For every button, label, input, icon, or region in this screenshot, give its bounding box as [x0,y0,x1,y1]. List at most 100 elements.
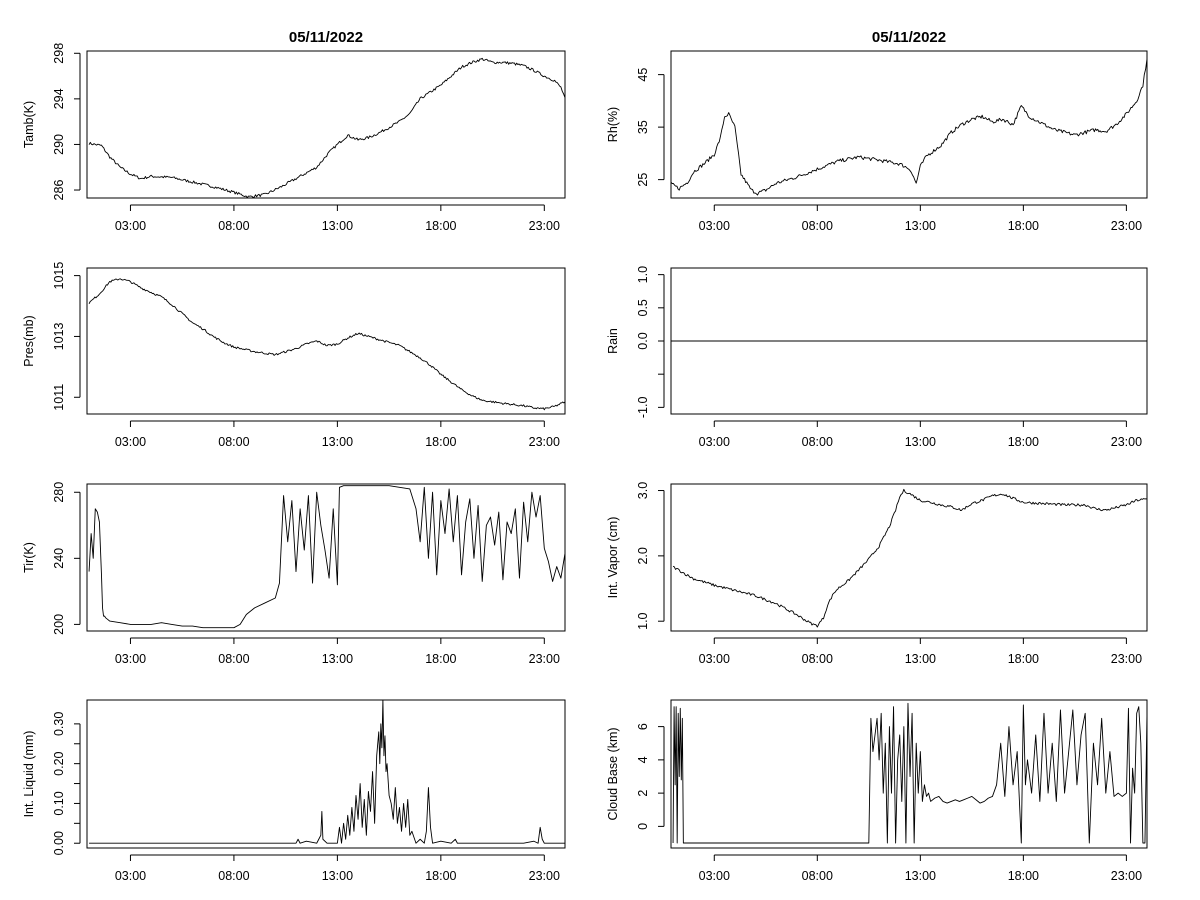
y-axis-label: Pres(mb) [22,315,36,366]
y-tick-label: 290 [52,134,66,155]
x-axis: 03:00 08:00 13:00 18:00 23:00 [699,854,1142,883]
x-tick-label: 18:00 [1008,652,1039,666]
panel-cloudbase: Cloud Base (km) 03:00 08:00 13:00 18:00 23:00… [606,699,1148,883]
y-axis-label: Tamb(K) [22,101,36,148]
panel-vapor: Int. Vapor (cm) 03:00 08:00 13:00 18:00 23:00… [606,482,1148,666]
y-axis-label: Int. Liquid (mm) [22,731,36,818]
y-tick-label: -1.0 [636,397,650,419]
x-tick-label: 03:00 [699,652,730,666]
y-axis: 286 290 294 298 [52,43,81,201]
y-axis: 1011 1013 1015 [52,262,81,411]
plot-frame [86,50,566,199]
x-tick-label: 23:00 [529,435,560,449]
y-axis-label: Int. Vapor (cm) [606,517,620,599]
y-tick-label: 35 [636,120,650,134]
y-tick-label: 0.0 [636,332,650,349]
series-line-rh [670,58,1148,196]
plot-frame [86,483,566,632]
y-axis-label: Rain [606,328,620,354]
x-tick-label: 13:00 [322,869,353,883]
x-tick-label: 08:00 [218,219,249,233]
x-tick-label: 18:00 [1008,219,1039,233]
x-axis: 03:00 08:00 13:00 18:00 23:00 [115,854,560,883]
x-tick-label: 13:00 [905,219,936,233]
y-tick-label: 298 [52,43,66,64]
panel-tir: Tir(K) 03:00 08:00 13:00 18:00 23:00 200 240 280 [22,482,566,666]
x-tick-label: 08:00 [218,652,249,666]
x-tick-label: 18:00 [1008,435,1039,449]
y-axis: 0 2 4 6 [636,723,665,830]
y-tick-label: 240 [52,548,66,569]
chart-title: 05/11/2022 [872,29,946,46]
panel-pres: Pres(mb)03:00 08:00 13:00 18:00 23:001011101… [22,262,566,449]
y-tick-label: 0.20 [52,751,66,775]
y-axis: 1.0 2.0 3.0 [636,482,665,630]
y-tick-label: 6 [636,723,650,730]
x-tick-label: 03:00 [699,869,730,883]
y-tick-label: 0.00 [52,831,66,855]
series-line-vapor [672,488,1148,628]
y-tick-label: 286 [52,180,66,201]
y-axis: -1.0 0.0 0.5 1.0 [636,266,665,419]
y-tick-label: 1013 [52,322,66,350]
x-tick-label: 18:00 [425,219,456,233]
y-tick-label: 4 [636,756,650,763]
x-tick-label: 13:00 [322,652,353,666]
x-tick-label: 08:00 [802,435,833,449]
y-tick-label: 3.0 [636,482,650,499]
panel-liquid: Int. Liquid (mm) 03:00 08:00 13:00 18:00 23:0… [22,699,566,883]
y-tick-label: 1.0 [636,266,650,283]
y-tick-label: 294 [52,88,66,109]
x-tick-label: 08:00 [802,869,833,883]
y-tick-label: 0 [636,823,650,830]
y-tick-label: 25 [636,173,650,187]
y-tick-label: 280 [52,482,66,503]
y-tick-label: 0.30 [52,712,66,736]
x-axis: 03:00 08:00 13:00 18:00 23:00 [115,420,560,449]
x-axis: 03:00 08:00 13:00 18:00 23:00 [115,637,560,666]
y-axis: 25 35 45 [636,68,665,187]
series-line-liquid [89,699,565,844]
chart-title: 05/11/2022 [289,29,363,46]
y-tick-label: 1015 [52,262,66,290]
panel-tamb: 05/11/2022 Tamb(K) 03:00 08:00 13:00 18:00 23:… [22,29,566,233]
y-tick-label: 2 [636,790,650,797]
x-axis: 03:00 08:00 13:00 18:00 23:00 [699,420,1142,449]
y-axis-label: Tir(K) [22,542,36,573]
series-line-tir [88,485,566,629]
x-tick-label: 08:00 [218,869,249,883]
plot-frame [86,267,566,415]
x-tick-label: 23:00 [1111,869,1142,883]
y-axis-label: Rh(%) [606,107,620,142]
x-tick-label: 03:00 [115,652,146,666]
x-tick-label: 03:00 [115,435,146,449]
x-tick-label: 18:00 [425,652,456,666]
y-axis: 0.00 0.10 0.20 0.30 [52,712,81,855]
x-tick-label: 18:00 [425,869,456,883]
x-axis: 03:00 08:00 13:00 18:00 23:00 [699,637,1142,666]
x-tick-label: 23:00 [529,869,560,883]
series-line-pres [88,278,566,411]
x-axis: 03:00 08:00 13:00 18:00 23:00 [699,204,1142,233]
plot-frame [670,50,1148,199]
x-tick-label: 13:00 [905,435,936,449]
y-tick-label: 0.10 [52,791,66,815]
y-tick-label: 1.0 [636,612,650,629]
plot-frame [670,483,1148,632]
x-tick-label: 23:00 [1111,435,1142,449]
series-line-cloudbase [672,702,1148,844]
x-tick-label: 13:00 [905,869,936,883]
y-tick-label: 0.5 [636,299,650,316]
x-tick-label: 03:00 [699,435,730,449]
y-tick-label: 2.0 [636,547,650,564]
x-tick-label: 08:00 [218,435,249,449]
plot-frame [670,699,1148,849]
y-axis: 200 240 280 [52,482,81,635]
x-tick-label: 08:00 [802,652,833,666]
x-axis: 03:00 08:00 13:00 18:00 23:00 [115,204,560,233]
x-tick-label: 03:00 [699,219,730,233]
x-tick-label: 23:00 [529,652,560,666]
plot-frame [86,699,566,849]
x-tick-label: 23:00 [1111,219,1142,233]
